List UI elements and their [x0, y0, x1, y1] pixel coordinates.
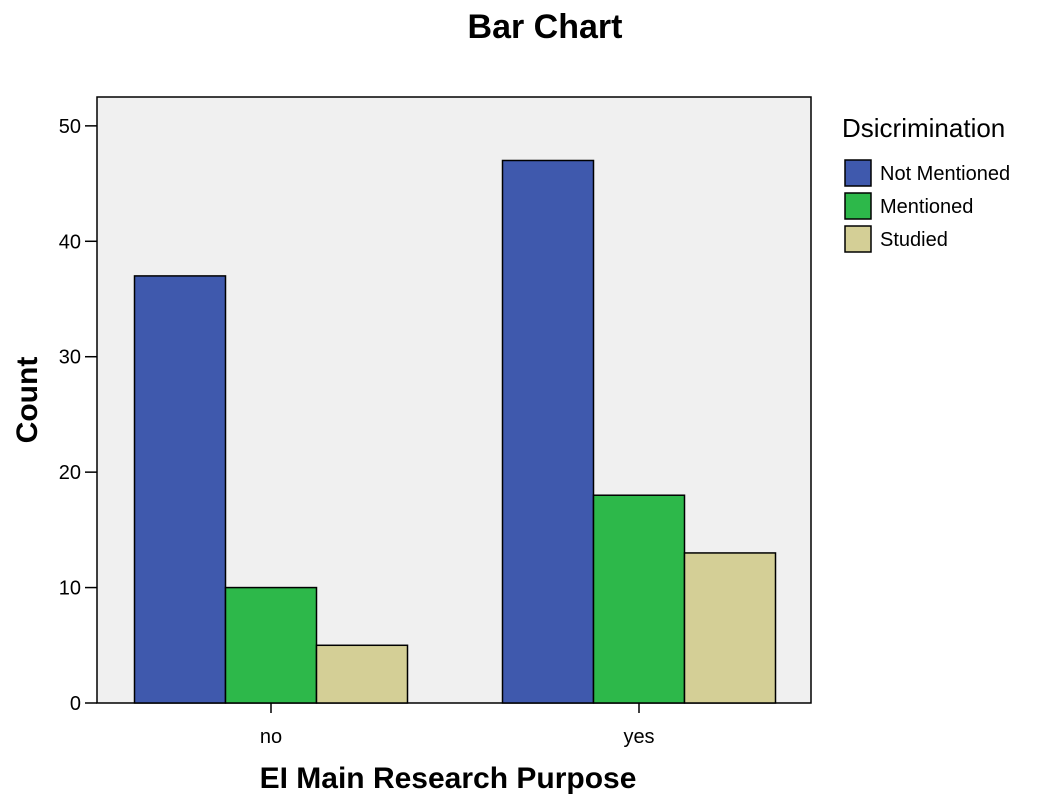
bar-yes-studied [683, 552, 777, 704]
chart-title: Bar Chart [468, 8, 623, 46]
legend-label: Mentioned [880, 196, 973, 218]
legend-swatch [844, 192, 872, 220]
x-tick-label: yes [623, 726, 654, 748]
y-tick-label: 30 [59, 347, 81, 369]
y-tick-label: 50 [59, 116, 81, 138]
legend-title: Dsicrimination [842, 113, 1005, 143]
y-tick-label: 10 [59, 578, 81, 600]
y-axis: 0 10 20 30 40 50 [59, 116, 97, 715]
bar-no-not-mentioned [133, 275, 227, 704]
y-axis-title: Count [11, 357, 44, 444]
legend-label: Not Mentioned [880, 163, 1010, 185]
bar-no-mentioned [224, 586, 318, 704]
y-tick-label: 20 [59, 462, 81, 484]
legend-label: Studied [880, 229, 948, 251]
legend: Dsicrimination Not Mentioned Mentioned Stu… [842, 113, 1010, 253]
legend-swatch [844, 159, 872, 187]
x-axis: no yes [260, 703, 655, 748]
bar-no-studied [315, 644, 409, 704]
bars-group [133, 159, 777, 704]
bar-yes-not-mentioned [501, 159, 595, 704]
x-tick-label: no [260, 726, 282, 748]
y-tick-label: 0 [70, 693, 81, 715]
bar-yes-mentioned [592, 494, 686, 704]
legend-swatch [844, 225, 872, 253]
x-axis-title: EI Main Research Purpose [260, 762, 637, 795]
y-tick-label: 40 [59, 231, 81, 253]
